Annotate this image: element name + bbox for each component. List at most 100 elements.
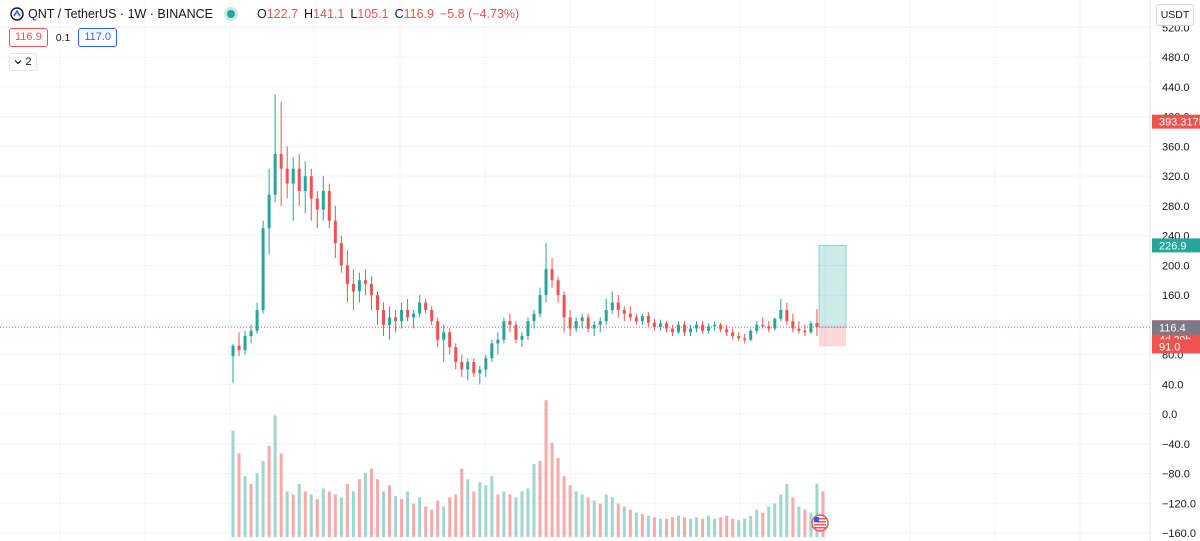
candle-body — [749, 330, 753, 340]
volume-bar — [526, 488, 530, 537]
candle — [580, 313, 584, 329]
candle-body — [791, 321, 795, 329]
price-axis-tick: 480.0 — [1162, 52, 1190, 64]
candle — [454, 343, 458, 370]
indicators-count: 2 — [25, 56, 32, 68]
candle — [695, 321, 699, 333]
price-label-text: 393.317K — [1159, 117, 1200, 129]
volume-bar — [737, 520, 741, 537]
candle-body — [267, 194, 271, 229]
symbol-title[interactable]: QNT / TetherUS · 1W · BINANCE — [28, 7, 213, 21]
volume-bar — [249, 483, 253, 537]
candle-body — [761, 324, 765, 327]
candle — [526, 317, 530, 340]
candle-body — [538, 295, 542, 314]
low-key: L — [350, 7, 358, 21]
candle — [797, 321, 801, 334]
volume-bar — [604, 494, 608, 537]
volume-bars — [231, 400, 825, 537]
candle-body — [646, 315, 650, 323]
candle-body — [773, 318, 777, 329]
volume-bar — [243, 476, 247, 537]
price-axis-tick: −40.0 — [1162, 439, 1190, 451]
candle-body — [502, 321, 506, 340]
candle-body — [520, 336, 524, 340]
candle — [544, 243, 548, 303]
candle — [598, 317, 602, 333]
candle — [767, 321, 771, 333]
candle — [388, 306, 392, 340]
volume-bar — [695, 517, 699, 537]
volume-bar — [670, 517, 674, 537]
volume-bar — [472, 491, 476, 537]
candle-body — [406, 309, 410, 318]
candle-body — [779, 309, 783, 319]
chart-grid — [0, 0, 1151, 541]
volume-bar — [460, 468, 464, 537]
candle-body — [707, 326, 711, 331]
indicators-toggle-button[interactable]: 2 — [9, 53, 37, 71]
price-axis-tick: 160.0 — [1162, 290, 1190, 302]
volume-bar — [664, 518, 668, 537]
candle — [622, 306, 626, 322]
candle-body — [255, 309, 259, 331]
volume-bar — [743, 518, 747, 537]
candle — [400, 302, 404, 329]
buy-sell-panel: 116.9 0.1 117.0 — [9, 28, 118, 47]
candle-body — [448, 332, 452, 348]
candle-body — [670, 328, 674, 333]
candle-body — [604, 309, 608, 322]
candle-body — [695, 324, 699, 329]
sell-button[interactable]: 116.9 — [9, 28, 48, 47]
buy-button[interactable]: 117.0 — [78, 28, 118, 47]
candle-body — [442, 332, 446, 340]
price-axis: 520.0480.0440.0400.0360.0320.0280.0240.0… — [1162, 23, 1196, 541]
candle — [562, 291, 566, 333]
candle — [785, 302, 789, 325]
candle-body — [803, 330, 807, 333]
candle — [773, 317, 777, 331]
candle — [731, 328, 735, 340]
volume-bar — [544, 400, 548, 537]
candle-body — [719, 324, 723, 330]
candle — [424, 298, 428, 314]
candle — [363, 269, 367, 296]
volume-bar — [785, 483, 789, 537]
candle — [616, 295, 620, 318]
candle-body — [550, 269, 554, 281]
candle — [755, 321, 759, 334]
volume-bar — [598, 503, 602, 537]
candle — [713, 321, 717, 331]
candle-body — [490, 343, 494, 359]
candle — [412, 309, 416, 329]
volume-bar — [448, 497, 452, 537]
market-status-icon[interactable] — [227, 10, 235, 18]
candle — [791, 313, 795, 333]
candle-body — [484, 358, 488, 370]
price-axis-tick: 40.0 — [1162, 379, 1183, 391]
volume-bar — [261, 461, 265, 537]
candle — [484, 354, 488, 377]
currency-button[interactable]: USDT — [1156, 4, 1194, 26]
volume-bar — [592, 500, 596, 537]
volume-bar — [327, 491, 331, 537]
volume-bar — [363, 473, 367, 537]
volume-bar — [646, 515, 650, 537]
candle — [514, 321, 518, 344]
flag-canton — [814, 517, 819, 522]
candle-body — [514, 324, 518, 340]
price-axis-tick: 360.0 — [1162, 141, 1190, 153]
us-flag-event-icon[interactable] — [811, 514, 829, 532]
volume-bar — [490, 476, 494, 537]
volume-bar — [496, 494, 500, 537]
symbol-logo-icon — [10, 7, 24, 21]
candle-body — [309, 176, 313, 199]
high-value: 141.1 — [313, 7, 345, 21]
volume-bar — [291, 494, 295, 537]
candle — [327, 183, 331, 229]
price-axis-tick: −80.0 — [1162, 469, 1190, 481]
volume-bar — [797, 506, 801, 537]
candle — [652, 318, 656, 331]
